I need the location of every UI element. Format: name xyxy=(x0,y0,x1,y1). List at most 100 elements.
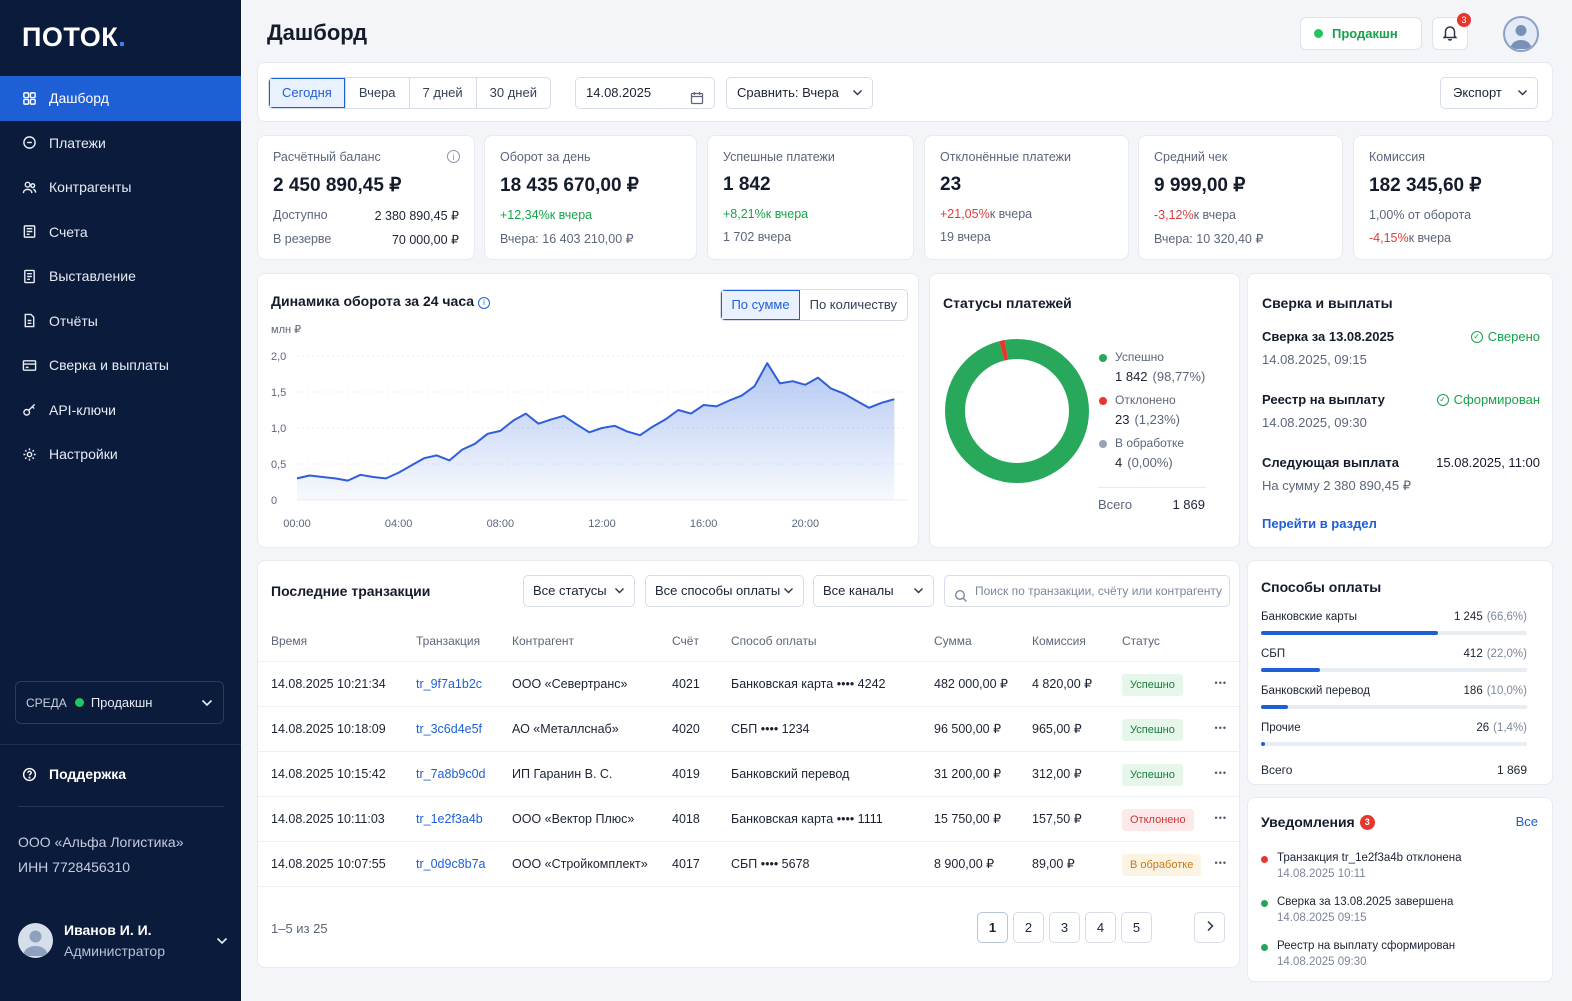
next-page-button[interactable] xyxy=(1194,912,1225,943)
more-actions-icon[interactable]: ••• xyxy=(1214,768,1227,778)
method-bar-track xyxy=(1261,742,1527,746)
sidebar-item-invoicing[interactable]: Выставление xyxy=(0,254,241,299)
transaction-id-link[interactable]: tr_3c6d4e5f xyxy=(416,722,483,736)
page-2-button[interactable]: 2 xyxy=(1013,912,1044,943)
divider xyxy=(258,886,1241,887)
sidebar-item-reconciliation[interactable]: Сверка и выплаты xyxy=(0,343,241,388)
transactions-card: Последние транзакции Все статусы Все спо… xyxy=(257,560,1241,968)
channel-filter[interactable]: Все каналы xyxy=(813,575,934,607)
kpi-declined-payments: Отклонённые платежи 23 +21,05% к вчера 1… xyxy=(924,135,1129,260)
table-row[interactable]: 14.08.2025 10:18:09 tr_3c6d4e5f АО «Металл… xyxy=(258,706,1241,751)
notification-status-dot xyxy=(1261,944,1268,951)
sidebar-item-label: Контрагенты xyxy=(49,179,132,196)
turnover-chart: млн ₽ 2,0 1,5 1,0 0,5 0 00:00 04:00 08:00 12:00 16… xyxy=(271,324,907,530)
kpi-delta-text: к вчера xyxy=(1408,231,1451,245)
user-menu[interactable]: Иванов И. И. Администратор xyxy=(18,919,228,961)
page-5-button[interactable]: 5 xyxy=(1121,912,1152,943)
method-percent: (1,4%) xyxy=(1493,722,1527,734)
transaction-id-link[interactable]: tr_7a8b9c0d xyxy=(416,767,486,781)
export-button[interactable]: Экспорт xyxy=(1440,77,1538,109)
period-today[interactable]: Сегодня xyxy=(269,78,346,108)
user-role: Администратор xyxy=(64,942,166,959)
recon-item-time: 14.08.2025, 09:30 xyxy=(1262,415,1367,430)
kpi-delta: -4,15% xyxy=(1369,231,1409,245)
date-picker[interactable]: 14.08.2025 xyxy=(575,77,715,109)
more-actions-icon[interactable]: ••• xyxy=(1214,678,1227,688)
page-3-button[interactable]: 3 xyxy=(1049,912,1080,943)
page-1-button[interactable]: 1 xyxy=(977,912,1008,943)
period-30-days[interactable]: 30 дней xyxy=(489,85,537,100)
divider xyxy=(0,744,241,745)
kpi-reserve-label: В резерве xyxy=(273,232,332,246)
environment-badge[interactable]: Продакшн xyxy=(1300,17,1422,50)
table-row[interactable]: 14.08.2025 10:11:03 tr_1e2f3a4b ООО «Векто… xyxy=(258,796,1241,841)
sidebar-item-dashboard[interactable]: Дашборд xyxy=(0,76,241,121)
legend-percent: (0,00%) xyxy=(1127,455,1173,470)
mode-by-count[interactable]: По количеству xyxy=(809,297,897,312)
kpi-sub: 1,00% от оборота xyxy=(1369,208,1472,222)
notification-item[interactable]: Реестр на выплату сформирован 14.08.2025 … xyxy=(1261,940,1542,968)
chart-mode-toggle: По сумме По количеству xyxy=(720,289,908,321)
status-filter[interactable]: Все статусы xyxy=(523,575,635,607)
info-icon[interactable]: i xyxy=(477,296,490,309)
kpi-title: Расчётный баланс xyxy=(273,150,381,164)
sidebar-item-payments[interactable]: Платежи xyxy=(0,121,241,166)
payment-method-filter[interactable]: Все способы оплаты xyxy=(645,575,804,607)
transaction-search-input[interactable]: Поиск по транзакции, счёту или контраген… xyxy=(944,575,1230,607)
y-tick-label: 0,5 xyxy=(271,459,286,471)
table-row[interactable]: 14.08.2025 10:07:55 tr_0d9c8b7a ООО «Строй… xyxy=(258,841,1241,886)
info-icon[interactable]: i xyxy=(447,150,460,163)
gear-icon xyxy=(22,447,37,462)
transaction-id-link[interactable]: tr_0d9c8b7a xyxy=(416,857,486,871)
method-row: СБП 412 (22,0%) xyxy=(1261,648,1527,660)
status-badge: Успешно xyxy=(1122,674,1183,696)
mode-by-sum[interactable]: По сумме xyxy=(721,290,800,320)
sidebar-item-accounts[interactable]: Счета xyxy=(0,210,241,255)
sidebar-item-counterparties[interactable]: Контрагенты xyxy=(0,165,241,210)
kpi-title: Средний чек xyxy=(1154,150,1228,164)
notification-item[interactable]: Сверка за 13.08.2025 завершена 14.08.2025… xyxy=(1261,896,1542,924)
legend-value: 23 (1,23%) xyxy=(1099,412,1180,427)
notification-item[interactable]: Транзакция tr_1e2f3a4b отклонена 14.08.20… xyxy=(1261,852,1542,880)
brand-logo[interactable]: ПОТОК. xyxy=(22,22,127,52)
more-actions-icon[interactable]: ••• xyxy=(1214,858,1227,868)
legend-value: 1 842 (98,77%) xyxy=(1099,369,1205,384)
legend-percent: (98,77%) xyxy=(1152,369,1206,384)
method-percent: (66,6%) xyxy=(1486,611,1527,623)
sidebar-item-label: Сверка и выплаты xyxy=(49,357,169,374)
method-row: Прочие 26 (1,4%) xyxy=(1261,722,1527,734)
payment-status-card: Статусы платежей Успешно 1 842 (98,77%) Отк… xyxy=(929,273,1240,548)
transaction-id-link[interactable]: tr_9f7a1b2c xyxy=(416,677,483,691)
compare-dropdown[interactable]: Сравнить: Вчера xyxy=(726,77,873,109)
period-7-days[interactable]: 7 дней xyxy=(410,78,477,108)
status-badge: Отклонено xyxy=(1122,809,1194,831)
support-link[interactable]: Поддержка xyxy=(22,766,126,782)
cell-payment-method: СБП •••• 1234 xyxy=(731,722,810,736)
period-yesterday[interactable]: Вчера xyxy=(346,78,410,108)
go-to-section-link[interactable]: Перейти в раздел xyxy=(1262,516,1377,531)
avatar[interactable] xyxy=(1503,16,1539,52)
sidebar-item-settings[interactable]: Настройки xyxy=(0,432,241,477)
more-actions-icon[interactable]: ••• xyxy=(1214,813,1227,823)
column-header-transaction: Транзакция xyxy=(416,634,481,648)
cell-payment-method: Банковская карта •••• 4242 xyxy=(731,677,886,691)
notifications-button[interactable]: 3 xyxy=(1432,13,1471,50)
sidebar-item-api-keys[interactable]: API-ключи xyxy=(0,388,241,433)
cell-counterparty: ООО «Севертранс» xyxy=(512,677,628,691)
environment-selector[interactable]: СРЕДА Продакшн xyxy=(15,681,224,724)
recon-item-title: Сверка за 13.08.2025 xyxy=(1262,329,1394,344)
sidebar-item-reports[interactable]: Отчёты xyxy=(0,299,241,344)
column-header-account: Счёт xyxy=(672,634,699,648)
donut-segment xyxy=(945,339,1089,483)
kpi-delta: +8,21% xyxy=(723,207,766,221)
all-notifications-link[interactable]: Все xyxy=(1515,814,1538,829)
more-actions-icon[interactable]: ••• xyxy=(1214,723,1227,733)
transaction-id-link[interactable]: tr_1e2f3a4b xyxy=(416,812,483,826)
table-row[interactable]: 14.08.2025 10:21:34 tr_9f7a1b2c ООО «Север… xyxy=(258,661,1241,706)
page-4-button[interactable]: 4 xyxy=(1085,912,1116,943)
cell-amount: 8 900,00 ₽ xyxy=(934,857,995,871)
table-row[interactable]: 14.08.2025 10:15:42 tr_7a8b9c0d ИП Гаранин… xyxy=(258,751,1241,796)
sidebar-item-label: Счета xyxy=(49,223,88,240)
column-header-counterparty: Контрагент xyxy=(512,634,575,648)
method-bar-fill xyxy=(1261,631,1439,635)
